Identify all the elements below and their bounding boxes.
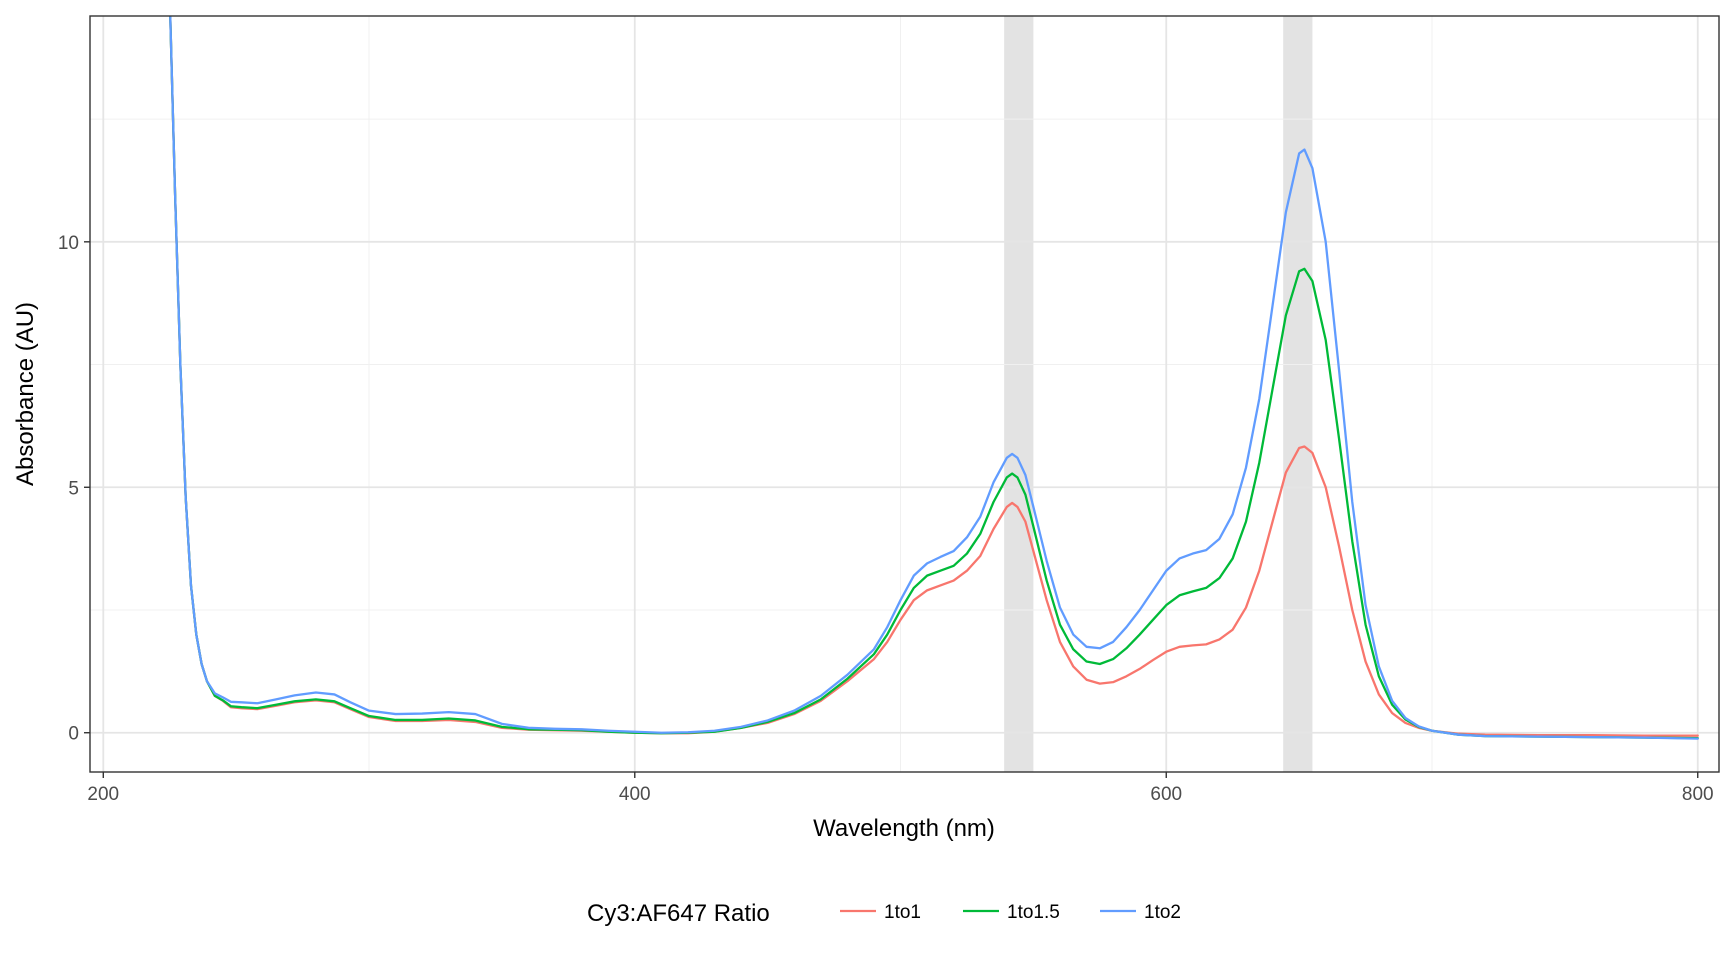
x-tick-label: 400 xyxy=(619,784,651,805)
series-line-1to1.5 xyxy=(169,16,1699,740)
legend-label-1to1.5: 1to1.5 xyxy=(1007,902,1060,923)
plot-panel-border xyxy=(89,15,1720,773)
highlight-band-2 xyxy=(1283,16,1313,772)
highlight-band-1 xyxy=(1004,16,1034,772)
x-axis-title: Wavelength (nm) xyxy=(813,815,995,842)
y-tick-label: 10 xyxy=(58,233,79,254)
y-axis-title: Absorbance (AU) xyxy=(12,302,39,486)
y-tick-label: 5 xyxy=(68,478,79,499)
legend-label-1to2: 1to2 xyxy=(1144,902,1181,923)
legend-title: Cy3:AF647 Ratio xyxy=(587,900,770,927)
legend-label-1to1: 1to1 xyxy=(884,902,921,923)
legend: Cy3:AF647 Ratio 1to1 1to1.5 1to2 xyxy=(587,900,1181,927)
x-tick-label: 800 xyxy=(1682,784,1714,805)
y-tick-label: 0 xyxy=(68,724,79,745)
series-line-1to2 xyxy=(169,16,1699,740)
x-tick-label: 200 xyxy=(87,784,119,805)
x-tick-label: 600 xyxy=(1150,784,1182,805)
